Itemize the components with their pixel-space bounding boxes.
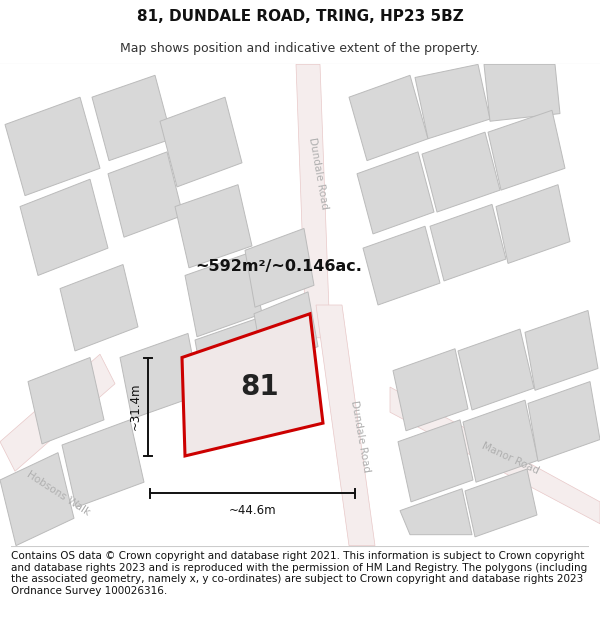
Polygon shape [393, 349, 468, 431]
Polygon shape [316, 305, 375, 546]
Polygon shape [415, 64, 490, 139]
Polygon shape [349, 75, 428, 161]
Polygon shape [182, 314, 323, 456]
Polygon shape [400, 489, 472, 534]
Polygon shape [422, 132, 500, 212]
Polygon shape [0, 354, 115, 471]
Polygon shape [528, 381, 600, 461]
Polygon shape [254, 292, 318, 368]
Text: 81, DUNDALE ROAD, TRING, HP23 5BZ: 81, DUNDALE ROAD, TRING, HP23 5BZ [137, 9, 463, 24]
Text: 81: 81 [241, 373, 280, 401]
Polygon shape [465, 469, 537, 537]
Polygon shape [525, 311, 598, 390]
Text: Dundale Road: Dundale Road [307, 137, 329, 211]
Polygon shape [398, 420, 473, 502]
Text: Hobsons Walk: Hobsons Walk [25, 469, 91, 518]
Polygon shape [120, 334, 200, 419]
Polygon shape [463, 400, 538, 482]
Polygon shape [430, 204, 506, 281]
Polygon shape [28, 357, 104, 444]
Polygon shape [62, 420, 144, 508]
Text: Manor Road: Manor Road [480, 441, 540, 476]
Polygon shape [357, 152, 434, 234]
Text: ~31.4m: ~31.4m [129, 383, 142, 431]
Text: Map shows position and indicative extent of the property.: Map shows position and indicative extent… [120, 42, 480, 55]
Polygon shape [458, 329, 534, 410]
Polygon shape [0, 452, 74, 546]
Polygon shape [5, 97, 100, 196]
Polygon shape [484, 64, 560, 121]
Polygon shape [363, 226, 440, 305]
Polygon shape [60, 264, 138, 351]
Polygon shape [175, 185, 252, 268]
Polygon shape [20, 179, 108, 276]
Polygon shape [108, 152, 183, 237]
Polygon shape [496, 185, 570, 264]
Polygon shape [195, 318, 268, 397]
Polygon shape [245, 228, 314, 307]
Text: ~44.6m: ~44.6m [229, 504, 277, 517]
Polygon shape [185, 253, 262, 337]
Polygon shape [160, 97, 242, 187]
Polygon shape [296, 64, 330, 338]
Text: Contains OS data © Crown copyright and database right 2021. This information is : Contains OS data © Crown copyright and d… [11, 551, 587, 596]
Text: Dundale Road: Dundale Road [349, 399, 371, 473]
Polygon shape [488, 110, 565, 190]
Polygon shape [390, 387, 600, 524]
Polygon shape [92, 75, 172, 161]
Text: ~592m²/~0.146ac.: ~592m²/~0.146ac. [195, 259, 362, 274]
